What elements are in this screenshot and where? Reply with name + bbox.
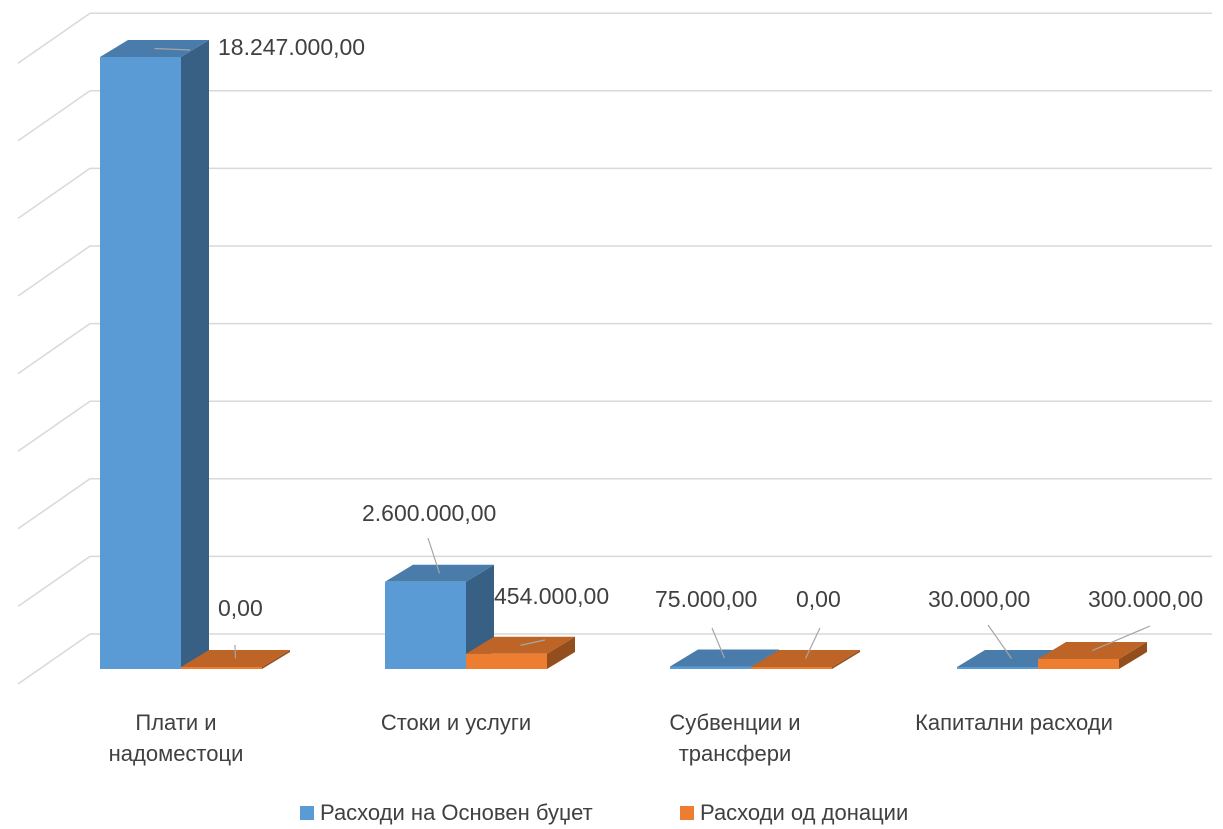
gridline-depth [17,167,91,220]
bar-side [832,650,860,669]
leader-lines [154,47,1151,659]
gridline-depth [17,478,91,530]
bar-front [670,666,751,669]
leader-line [1092,625,1151,651]
data-label: 0,00 [796,586,841,612]
gridlines [17,12,1212,685]
bar [100,40,209,669]
category-labels: Плати и надоместоци Стоки и услуги Субвенци… [109,710,1113,766]
leader-line [804,627,821,659]
bar-side [547,636,575,669]
data-label: 30.000,00 [928,586,1030,612]
gridline-depth [17,400,91,452]
category-label: Плати и надоместоци [109,710,244,766]
gridline-depth [17,12,91,64]
bars [100,40,1147,669]
leader-line [520,639,546,646]
legend-item: Расходи на Основен буџет [300,800,593,825]
bar-front [957,667,1038,669]
gridline-depth [17,245,91,297]
bar-side [1119,641,1147,669]
leader-line [987,624,1012,659]
bar-front [385,581,466,669]
category-label: Капитални расходи [915,710,1113,735]
legend-swatch [680,806,694,820]
category-label: Субвенции и трансфери [669,710,800,766]
bar [1038,641,1147,669]
data-label: 18.247.000,00 [218,34,365,60]
legend-item: Расходи од донации [680,800,908,825]
legend-swatch [300,806,314,820]
bar-front [100,57,181,669]
data-labels: 18.247.000,00 2.600.000,00 75.000,00 30.000… [218,34,1203,621]
gridline-depth [17,322,91,375]
bar-side [181,40,209,669]
bar-front [466,653,547,669]
leader-line [711,627,726,659]
data-label: 454.000,00 [494,583,609,609]
bar-side [262,650,290,669]
bar-front [181,667,262,669]
gridline-depth [17,555,91,608]
legend-label: Расходи од донации [700,800,908,825]
leader-line [234,644,237,659]
leader-line [427,537,441,574]
legend: Расходи на Основен буџет Расходи од донац… [300,800,908,825]
bar-front [1038,658,1119,669]
legend-label: Расходи на Основен буџет [320,800,593,825]
bar-front [751,667,832,669]
data-label: 0,00 [218,595,263,621]
data-label: 2.600.000,00 [362,500,496,526]
gridline-depth [17,90,91,142]
category-label: Стоки и услуги [381,710,531,735]
data-label: 75.000,00 [655,586,757,612]
leader-line [154,47,191,51]
gridline-depth [17,633,91,685]
data-label: 300.000,00 [1088,586,1203,612]
